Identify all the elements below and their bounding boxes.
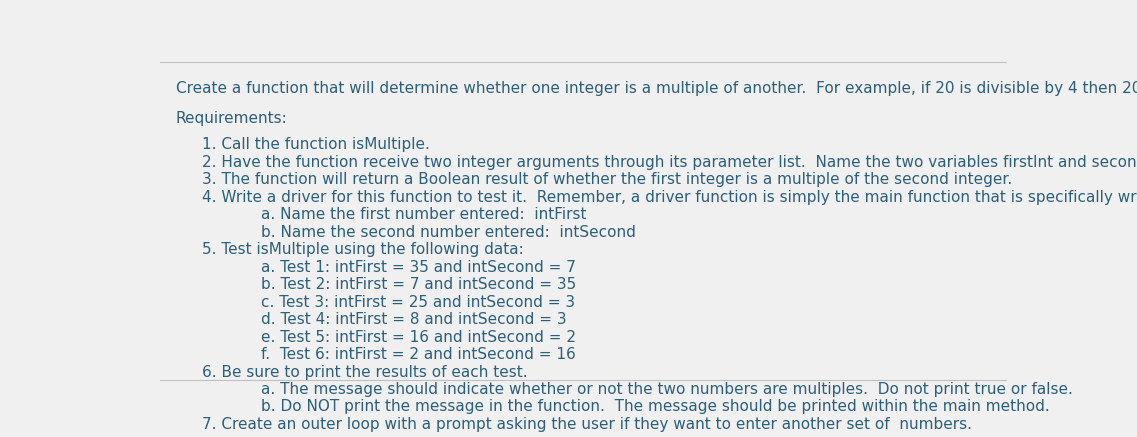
Text: 1. Call the function isMultiple.: 1. Call the function isMultiple. xyxy=(202,137,430,152)
Text: Requirements:: Requirements: xyxy=(175,111,288,126)
Text: a. The message should indicate whether or not the two numbers are multiples.  Do: a. The message should indicate whether o… xyxy=(262,382,1073,397)
Text: 3. The function will return a Boolean result of whether the first integer is a m: 3. The function will return a Boolean re… xyxy=(202,172,1012,187)
Text: 5. Test isMultiple using the following data:: 5. Test isMultiple using the following d… xyxy=(202,242,524,257)
Text: e. Test 5: intFirst = 16 and intSecond = 2: e. Test 5: intFirst = 16 and intSecond =… xyxy=(262,329,576,344)
Text: b. Do NOT print the message in the function.  The message should be printed with: b. Do NOT print the message in the funct… xyxy=(262,399,1049,415)
Text: Create a function that will determine whether one integer is a multiple of anoth: Create a function that will determine wh… xyxy=(175,81,1137,96)
Text: b. Test 2: intFirst = 7 and intSecond = 35: b. Test 2: intFirst = 7 and intSecond = … xyxy=(262,277,576,292)
Text: a. Test 1: intFirst = 35 and intSecond = 7: a. Test 1: intFirst = 35 and intSecond =… xyxy=(262,260,576,274)
Text: 4. Write a driver for this function to test it.  Remember, a driver function is : 4. Write a driver for this function to t… xyxy=(202,190,1137,205)
Text: d. Test 4: intFirst = 8 and intSecond = 3: d. Test 4: intFirst = 8 and intSecond = … xyxy=(262,312,566,327)
Text: 6. Be sure to print the results of each test.: 6. Be sure to print the results of each … xyxy=(202,364,528,379)
Text: b. Name the second number entered:  intSecond: b. Name the second number entered: intSe… xyxy=(262,225,636,239)
Text: 2. Have the function receive two integer arguments through its parameter list.  : 2. Have the function receive two integer… xyxy=(202,155,1137,170)
Text: f.  Test 6: intFirst = 2 and intSecond = 16: f. Test 6: intFirst = 2 and intSecond = … xyxy=(262,347,575,362)
Text: c. Test 3: intFirst = 25 and intSecond = 3: c. Test 3: intFirst = 25 and intSecond =… xyxy=(262,295,575,309)
Text: 7. Create an outer loop with a prompt asking the user if they want to enter anot: 7. Create an outer loop with a prompt as… xyxy=(202,417,972,432)
Text: a. Name the first number entered:  intFirst: a. Name the first number entered: intFir… xyxy=(262,207,587,222)
